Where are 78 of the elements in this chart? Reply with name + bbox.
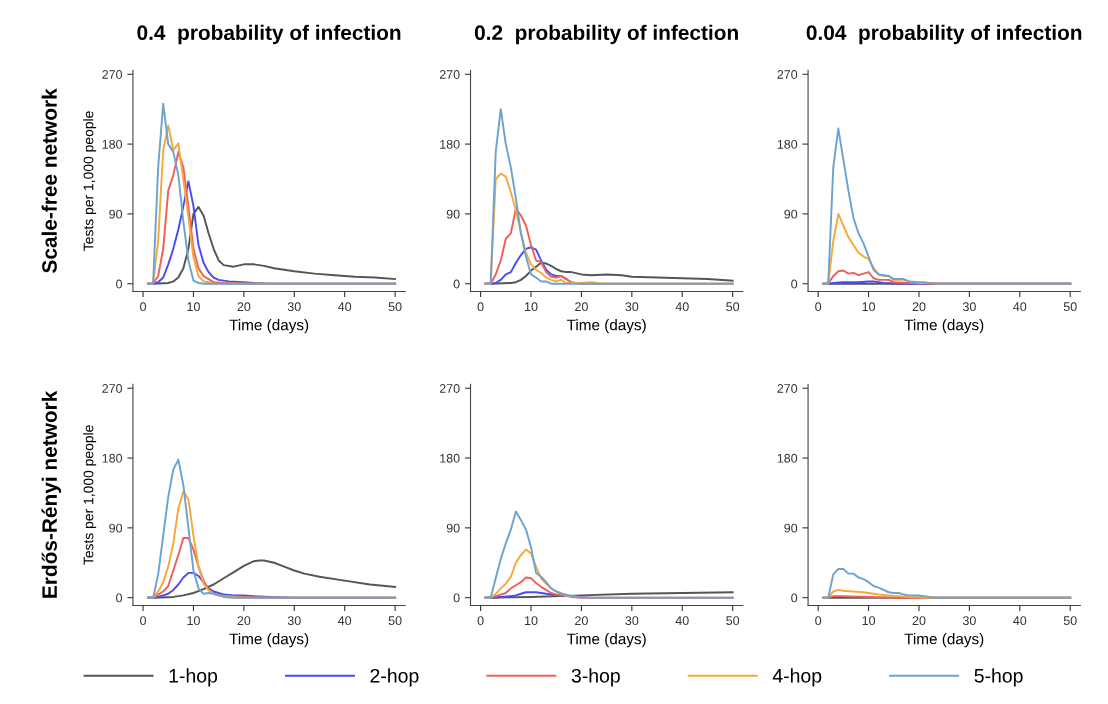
x-tick-label: 40 xyxy=(675,616,689,626)
text: Erdős-Rényi network xyxy=(41,390,62,598)
x-axis-title: Time (days) xyxy=(566,633,646,648)
y-tick-label: 270 xyxy=(439,384,460,393)
x-tick-label: 20 xyxy=(912,616,926,626)
y-tick-label: 180 xyxy=(777,139,798,149)
y-tick-label: 180 xyxy=(777,453,798,463)
x-tick-label: 10 xyxy=(187,302,200,312)
x-tick-label: 10 xyxy=(525,616,538,626)
y-tick-label: 270 xyxy=(777,70,798,79)
y-tick-label: 90 xyxy=(784,209,798,219)
x-tick-label: 20 xyxy=(575,302,588,312)
y-tick-label: 270 xyxy=(439,70,460,79)
x-tick-label: 10 xyxy=(187,616,200,626)
y-tick-label: 90 xyxy=(109,209,123,219)
x-tick-label: 30 xyxy=(962,302,976,312)
legend-label: 4-hop xyxy=(772,668,822,687)
y-tick-label: 90 xyxy=(446,523,460,533)
y-tick-label: 0 xyxy=(453,593,460,603)
x-tick-label: 0 xyxy=(477,302,484,312)
y-tick-label: 0 xyxy=(791,593,798,603)
y-tick-label: 0 xyxy=(116,279,123,289)
x-axis-title: Time (days) xyxy=(229,633,309,648)
x-tick-label: 50 xyxy=(726,616,740,626)
chart-title: 0.04 probability of infection xyxy=(806,24,1082,45)
x-tick-label: 30 xyxy=(287,302,301,312)
x-tick-label: 50 xyxy=(1063,302,1077,312)
x-tick-label: 10 xyxy=(525,302,538,312)
y-tick-label: 0 xyxy=(116,593,123,603)
x-axis-title: Time (days) xyxy=(229,319,309,334)
x-tick-label: 50 xyxy=(726,302,740,312)
x-tick-label: 40 xyxy=(675,302,689,312)
y-tick-label: 180 xyxy=(440,453,460,463)
y-tick-label: 270 xyxy=(102,70,123,79)
text: Scale-free network xyxy=(41,88,57,273)
y-tick-label: 180 xyxy=(102,453,123,463)
x-tick-label: 10 xyxy=(862,616,876,626)
y-tick-label: 270 xyxy=(102,384,123,393)
x-tick-label: 30 xyxy=(287,616,301,626)
x-tick-label: 50 xyxy=(388,302,402,312)
x-axis-title: Time (days) xyxy=(566,319,646,334)
x-axis-title: Time (days) xyxy=(904,319,984,334)
x-tick-label: 40 xyxy=(1013,302,1027,312)
legend-label: 3-hop xyxy=(571,668,620,687)
x-tick-label: 0 xyxy=(140,302,147,312)
x-tick-label: 0 xyxy=(140,616,147,626)
x-tick-label: 40 xyxy=(1013,616,1027,626)
y-tick-label: 0 xyxy=(453,279,460,289)
x-axis-title: Time (days) xyxy=(904,633,984,648)
y-axis-title: Tests per 1,000 people xyxy=(83,425,97,565)
x-tick-label: 30 xyxy=(625,302,639,312)
legend-label: 5-hop xyxy=(974,668,1023,687)
x-tick-label: 20 xyxy=(237,616,251,626)
legend-label: 1-hop xyxy=(169,668,218,687)
y-axis-title: Tests per 1,000 people xyxy=(83,111,97,251)
x-tick-label: 30 xyxy=(625,616,639,626)
x-tick-label: 20 xyxy=(912,302,926,312)
chart-title: 0.4 probability of infection xyxy=(137,24,401,45)
x-tick-label: 0 xyxy=(815,616,822,626)
legend-label: 2-hop xyxy=(370,668,419,687)
y-tick-label: 0 xyxy=(791,279,798,289)
x-tick-label: 40 xyxy=(338,616,352,626)
x-tick-label: 20 xyxy=(575,616,588,626)
x-tick-label: 10 xyxy=(862,302,876,312)
y-tick-label: 270 xyxy=(777,384,798,393)
x-tick-label: 0 xyxy=(477,616,484,626)
chart-title: 0.2 probability of infection xyxy=(474,24,738,45)
y-tick-label: 90 xyxy=(784,523,798,533)
x-tick-label: 0 xyxy=(815,302,822,312)
y-tick-label: 180 xyxy=(102,139,123,149)
x-tick-label: 30 xyxy=(962,616,976,626)
y-tick-label: 90 xyxy=(109,523,123,533)
x-tick-label: 50 xyxy=(388,616,402,626)
x-tick-label: 40 xyxy=(338,302,352,312)
x-tick-label: 50 xyxy=(1063,616,1077,626)
y-tick-label: 90 xyxy=(446,209,460,219)
x-tick-label: 20 xyxy=(237,302,251,312)
y-tick-label: 180 xyxy=(440,139,460,149)
